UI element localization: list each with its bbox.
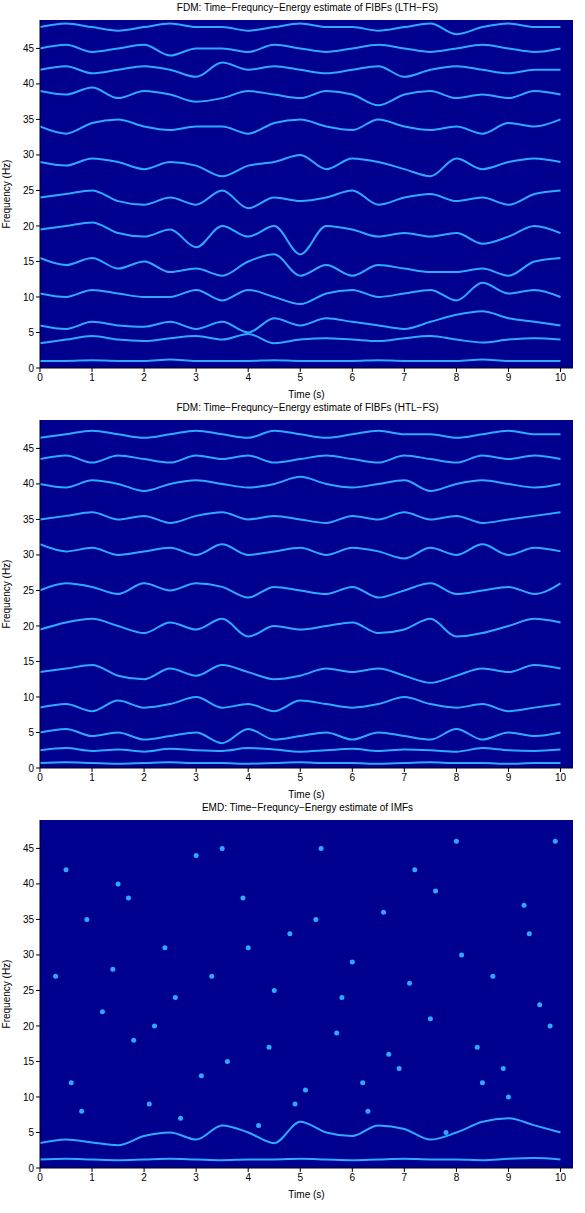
svg-text:0: 0 [37,1172,43,1183]
svg-text:3: 3 [193,1172,199,1183]
svg-text:Time (s): Time (s) [288,389,324,400]
svg-text:5: 5 [28,327,34,338]
svg-text:10: 10 [23,692,35,703]
svg-text:4: 4 [245,372,251,383]
svg-text:40: 40 [23,478,35,489]
svg-text:20: 20 [23,1021,35,1032]
svg-text:3: 3 [193,372,199,383]
svg-text:0: 0 [37,372,43,383]
svg-text:5: 5 [297,372,303,383]
svg-text:Time (s): Time (s) [288,1189,324,1200]
svg-text:7: 7 [402,372,408,383]
svg-text:4: 4 [245,772,251,783]
svg-text:1: 1 [89,372,95,383]
svg-text:7: 7 [402,1172,408,1183]
svg-text:6: 6 [350,1172,356,1183]
svg-text:30: 30 [23,549,35,560]
svg-text:40: 40 [23,878,35,889]
svg-text:0: 0 [37,772,43,783]
svg-text:0: 0 [28,363,34,374]
svg-text:Frequency (Hz): Frequency (Hz) [1,160,12,229]
svg-text:3: 3 [193,772,199,783]
html-text:FDM: Time−Frequncy−Energy esti: FDM: Time−Frequncy−Energy estimate of FI… [176,2,439,13]
svg-text:10: 10 [555,772,567,783]
svg-text:8: 8 [454,1172,460,1183]
svg-text:0: 0 [28,763,34,774]
svg-text:25: 25 [23,185,35,196]
svg-text:8: 8 [454,772,460,783]
svg-text:45: 45 [23,43,35,54]
svg-text:30: 30 [23,149,35,160]
svg-text:10: 10 [23,292,35,303]
svg-text:15: 15 [23,1056,35,1067]
html-text:FDM: Time−Frequncy−Energy esti: FDM: Time−Frequncy−Energy estimate of FI… [176,402,439,413]
svg-text:6: 6 [350,772,356,783]
svg-text:9: 9 [506,372,512,383]
svg-text:25: 25 [23,585,35,596]
svg-text:45: 45 [23,443,35,454]
svg-text:2: 2 [141,372,147,383]
svg-text:25: 25 [23,985,35,996]
svg-text:5: 5 [28,727,34,738]
svg-text:Frequency (Hz): Frequency (Hz) [1,960,12,1029]
svg-text:30: 30 [23,949,35,960]
svg-text:35: 35 [23,114,35,125]
svg-text:35: 35 [23,514,35,525]
svg-text:1: 1 [89,772,95,783]
svg-text:2: 2 [141,772,147,783]
svg-text:7: 7 [402,772,408,783]
svg-text:10: 10 [555,372,567,383]
svg-text:20: 20 [23,221,35,232]
svg-text:45: 45 [23,843,35,854]
svg-text:15: 15 [23,656,35,667]
svg-text:5: 5 [297,1172,303,1183]
svg-text:Frequency (Hz): Frequency (Hz) [1,560,12,629]
svg-text:6: 6 [350,372,356,383]
svg-text:8: 8 [454,372,460,383]
html-text:EMD: Time−Frequncy−Energy esti: EMD: Time−Frequncy−Energy estimate of IM… [201,802,414,813]
svg-text:0: 0 [28,1163,34,1174]
svg-text:5: 5 [28,1127,34,1138]
svg-text:2: 2 [141,1172,147,1183]
svg-text:5: 5 [297,772,303,783]
svg-text:Time (s): Time (s) [288,789,324,800]
svg-text:10: 10 [555,1172,567,1183]
svg-text:35: 35 [23,914,35,925]
svg-text:20: 20 [23,621,35,632]
svg-text:10: 10 [23,1092,35,1103]
svg-text:15: 15 [23,256,35,267]
svg-text:9: 9 [506,1172,512,1183]
svg-text:4: 4 [245,1172,251,1183]
svg-text:9: 9 [506,772,512,783]
svg-text:1: 1 [89,1172,95,1183]
svg-text:40: 40 [23,78,35,89]
